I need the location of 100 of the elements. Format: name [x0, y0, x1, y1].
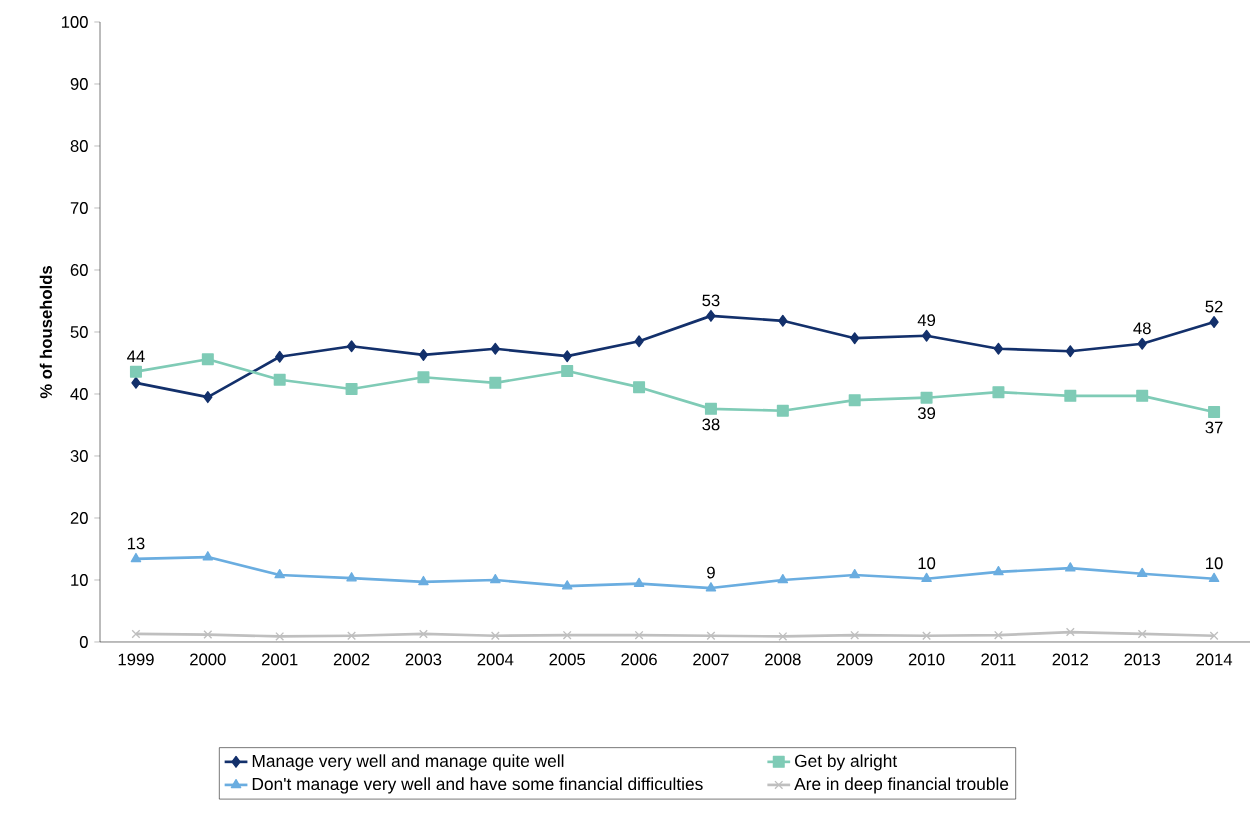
data-label: 48	[1133, 322, 1151, 335]
y-tick-label: 90	[70, 78, 88, 90]
point	[778, 314, 788, 327]
point	[418, 575, 429, 586]
point	[1137, 629, 1147, 639]
x-tick-label: 2003	[405, 653, 442, 666]
point	[634, 335, 644, 348]
point	[850, 332, 860, 345]
data-label: 49	[917, 314, 936, 327]
point	[561, 365, 574, 378]
point	[704, 402, 717, 415]
point	[994, 630, 1003, 640]
point	[921, 329, 932, 342]
point	[848, 394, 861, 407]
point	[561, 580, 573, 590]
data-label: 37	[1205, 421, 1223, 434]
data-label: 53	[702, 294, 720, 307]
point	[776, 404, 789, 417]
data-label: 9	[707, 566, 715, 579]
y-tick-label: 50	[70, 326, 88, 338]
data-label: 10	[1206, 557, 1223, 570]
x-tick-label: 2000	[190, 653, 226, 666]
point	[1209, 316, 1219, 329]
point	[275, 350, 285, 363]
y-tick-label: 40	[70, 388, 88, 400]
point	[705, 582, 717, 592]
x-tick-label: 2011	[981, 653, 1016, 666]
data-label: 52	[1205, 300, 1223, 313]
x-tick-label: 2007	[693, 653, 729, 666]
point	[706, 309, 716, 322]
y-tick-label: 80	[70, 140, 88, 152]
point	[921, 572, 932, 583]
data-label: 10	[918, 557, 936, 570]
point	[275, 631, 285, 641]
legend-label: Don't manage very well and have some financial difficulties	[252, 777, 703, 794]
point	[1208, 572, 1220, 583]
y-tick-label: 60	[70, 264, 88, 276]
point	[130, 552, 142, 563]
point	[1208, 405, 1221, 418]
x-tick-label: 2014	[1196, 653, 1233, 666]
x-tick-label: 2012	[1052, 653, 1089, 666]
point	[777, 573, 789, 584]
point	[993, 565, 1004, 576]
y-axis-title: % of households	[39, 265, 52, 399]
y-tick-label: 0	[79, 636, 88, 648]
data-label: 38	[702, 418, 720, 431]
point	[1065, 562, 1076, 572]
point	[1065, 345, 1075, 358]
y-tick-label: 10	[71, 574, 88, 586]
point	[993, 342, 1004, 355]
x-tick-label: 2004	[477, 653, 514, 666]
point	[706, 631, 716, 641]
point	[490, 573, 501, 584]
point	[418, 348, 429, 361]
x-tick-label: 1999	[118, 653, 154, 666]
x-tick-label: 2002	[333, 653, 370, 666]
point	[490, 631, 500, 641]
legend-label: Manage very well and manage quite well	[252, 754, 564, 771]
x-tick-label: 2005	[549, 653, 586, 666]
legend-label: Get by alright	[795, 754, 898, 771]
point	[346, 340, 357, 353]
x-tick-label: 2006	[621, 653, 657, 666]
x-tick-label: 2001	[261, 653, 298, 666]
x-tick-label: 2010	[908, 653, 945, 666]
point	[346, 572, 357, 582]
point	[419, 629, 428, 639]
point	[633, 577, 645, 588]
point	[202, 551, 214, 561]
point	[489, 376, 502, 389]
point	[203, 391, 213, 404]
point	[562, 630, 572, 640]
point	[1137, 337, 1147, 350]
y-tick-label: 30	[70, 450, 88, 462]
point	[131, 629, 141, 639]
point	[273, 373, 286, 386]
y-tick-label: 100	[61, 16, 88, 28]
legend-label: Are in deep financial trouble	[794, 777, 1009, 794]
point	[1065, 627, 1075, 637]
point	[347, 631, 357, 641]
point	[203, 630, 213, 639]
point	[920, 391, 933, 404]
point	[562, 350, 572, 363]
point	[1209, 631, 1219, 641]
point	[634, 630, 644, 640]
point	[992, 386, 1005, 399]
point	[345, 383, 358, 396]
point	[1136, 567, 1148, 578]
data-label: 44	[127, 350, 145, 363]
point	[274, 569, 285, 579]
x-tick-label: 2008	[765, 653, 801, 666]
point	[417, 371, 430, 384]
x-tick-label: 2009	[836, 653, 873, 666]
data-label: 39	[917, 407, 936, 420]
x-tick-label: 2013	[1124, 653, 1160, 666]
point	[922, 631, 932, 641]
point	[201, 353, 214, 366]
data-label: 13	[127, 537, 145, 550]
point	[633, 381, 646, 394]
point	[490, 342, 500, 355]
point	[850, 630, 860, 640]
